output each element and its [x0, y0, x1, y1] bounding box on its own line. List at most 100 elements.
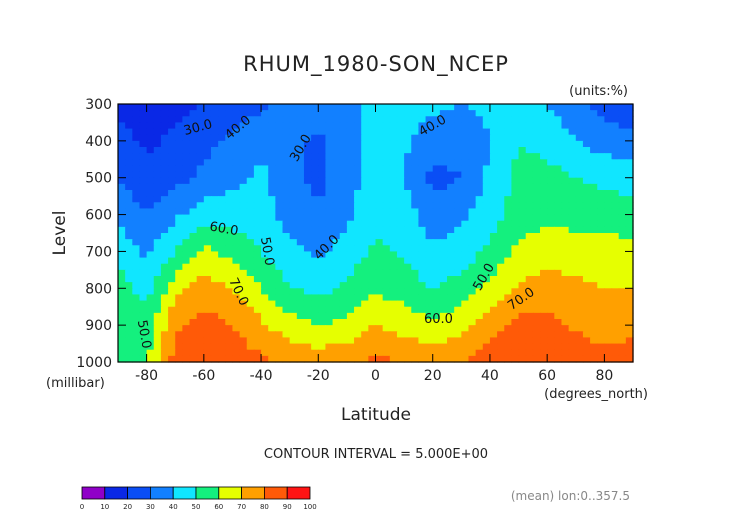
field-cell: [382, 306, 391, 314]
field-cell: [504, 122, 512, 130]
field-cell: [389, 319, 398, 326]
field-cell: [418, 319, 427, 326]
field-cell: [175, 269, 183, 277]
field-cell: [368, 147, 377, 154]
field-cell: [189, 263, 198, 271]
field-cell: [504, 239, 512, 246]
field-cell: [625, 202, 634, 210]
field-cell: [218, 153, 226, 160]
field-cell: [339, 190, 348, 197]
field-cell: [389, 257, 398, 265]
field-cell: [447, 300, 455, 308]
field-cell: [225, 116, 234, 124]
field-cell: [189, 269, 198, 277]
field-cell: [382, 300, 391, 308]
field-cell: [396, 306, 405, 314]
field-cell: [168, 319, 176, 326]
field-cell: [182, 337, 191, 345]
field-cell: [182, 177, 191, 185]
field-cell: [454, 300, 462, 308]
field-cell: [554, 319, 563, 326]
field-cell: [504, 220, 512, 228]
field-cell: [210, 337, 219, 345]
field-cell: [396, 269, 405, 277]
field-cell: [232, 202, 241, 210]
field-cell: [175, 251, 183, 259]
field-cell: [160, 269, 169, 277]
field-cell: [146, 294, 155, 302]
field-cell: [447, 331, 455, 339]
field-cell: [468, 177, 477, 185]
field-cell: [325, 294, 334, 302]
field-cell: [261, 110, 269, 117]
field-cell: [225, 233, 234, 240]
field-cell: [561, 233, 570, 240]
field-cell: [454, 349, 462, 357]
field-cell: [468, 159, 477, 167]
field-cell: [439, 153, 448, 160]
field-cell: [504, 282, 512, 289]
field-cell: [139, 153, 148, 160]
field-cell: [604, 128, 613, 136]
field-cell: [575, 220, 584, 228]
field-cell: [454, 116, 462, 124]
field-cell: [289, 183, 298, 191]
field-cell: [175, 233, 183, 240]
field-cell: [597, 177, 605, 185]
field-cell: [303, 306, 312, 314]
field-cell: [418, 355, 427, 363]
field-cell: [168, 282, 176, 289]
field-cell: [575, 251, 584, 259]
field-cell: [382, 171, 391, 179]
field-cell: [210, 122, 219, 130]
field-cell: [289, 337, 298, 345]
field-cell: [225, 300, 234, 308]
field-cell: [253, 177, 262, 185]
field-cell: [289, 214, 298, 222]
field-cell: [439, 196, 448, 203]
field-cell: [618, 355, 627, 363]
field-cell: [625, 233, 634, 240]
field-cell: [253, 306, 262, 314]
field-cell: [618, 288, 627, 296]
field-cell: [511, 269, 520, 277]
field-cell: [618, 312, 627, 320]
field-cell: [482, 116, 491, 124]
x-tick-label: -60: [192, 368, 215, 384]
field-cell: [454, 233, 462, 240]
field-cell: [311, 214, 319, 222]
field-cell: [597, 190, 605, 197]
field-cell: [203, 220, 212, 228]
field-cell: [168, 196, 176, 203]
field-cell: [125, 147, 133, 154]
field-cell: [575, 288, 584, 296]
field-cell: [575, 159, 584, 167]
field-cell: [325, 177, 334, 185]
field-cell: [289, 128, 298, 136]
field-cell: [511, 202, 520, 210]
field-cell: [253, 245, 262, 253]
field-cell: [311, 202, 319, 210]
field-cell: [475, 171, 484, 179]
field-cell: [404, 171, 412, 179]
field-cell: [468, 171, 477, 179]
field-cell: [210, 263, 219, 271]
field-cell: [411, 159, 420, 167]
field-cell: [525, 239, 534, 246]
field-cell: [482, 147, 491, 154]
field-cell: [246, 110, 255, 117]
field-cell: [382, 122, 391, 130]
field-cell: [232, 128, 241, 136]
field-cell: [547, 202, 555, 210]
field-cell: [489, 104, 498, 111]
field-cell: [447, 276, 455, 283]
field-cell: [261, 355, 269, 363]
field-cell: [432, 233, 441, 240]
field-cell: [139, 128, 148, 136]
field-cell: [625, 276, 634, 283]
field-cell: [439, 319, 448, 326]
field-cell: [203, 269, 212, 277]
field-cell: [189, 251, 198, 259]
field-cell: [268, 202, 276, 210]
field-cell: [411, 288, 420, 296]
